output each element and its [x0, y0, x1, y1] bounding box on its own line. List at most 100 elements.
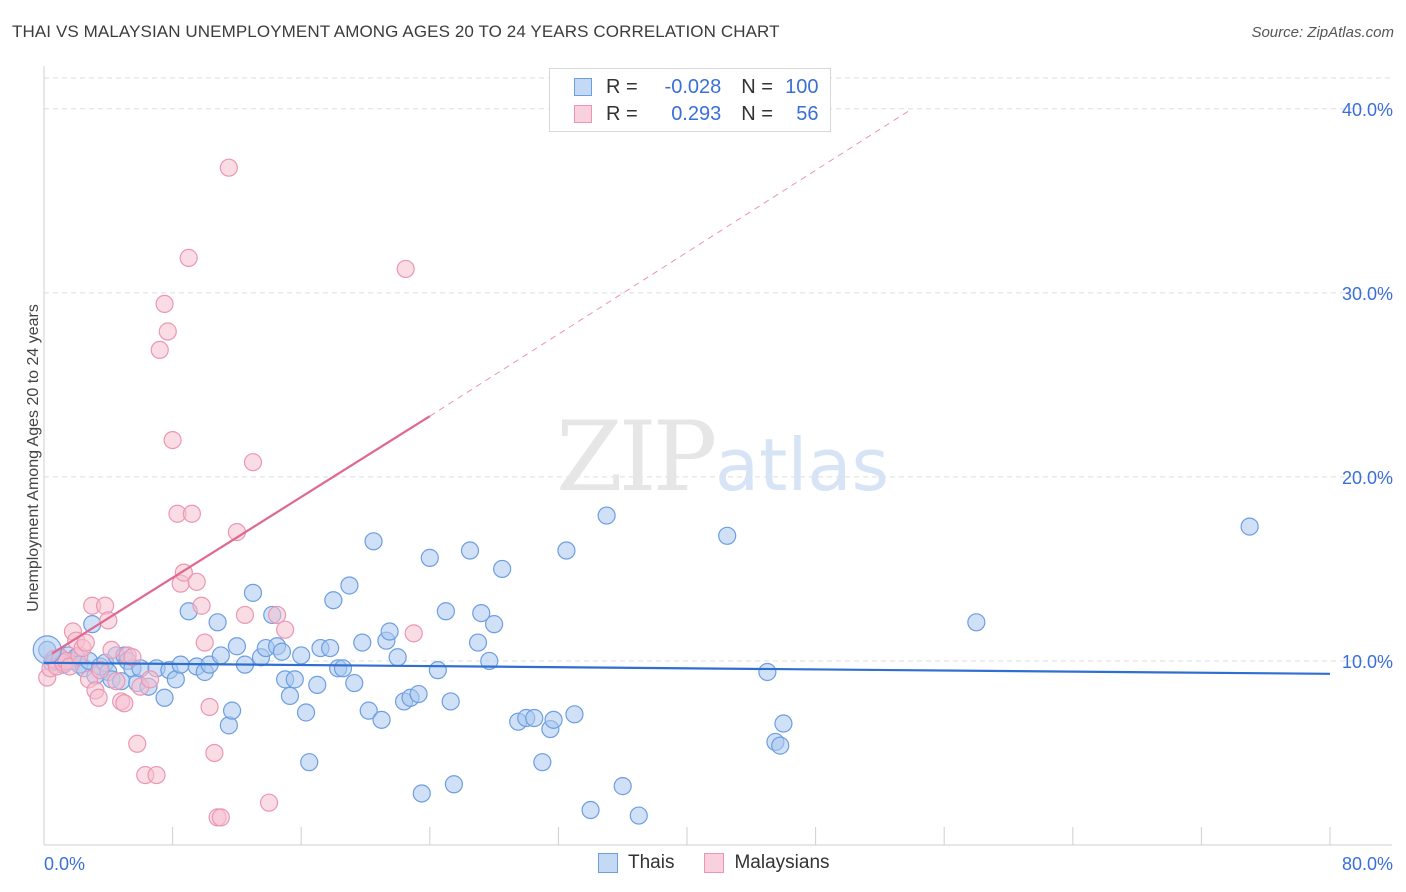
malaysians-trend-extension: [429, 108, 913, 417]
malaysians-point: [219, 158, 238, 177]
malaysians-point: [259, 793, 279, 812]
malaysians-point: [155, 294, 174, 313]
thais-point: [485, 615, 504, 634]
thais-point: [533, 753, 552, 772]
legend-r-label: R =: [606, 75, 638, 98]
thais-point: [227, 637, 246, 656]
axes: [43, 66, 1392, 846]
thais-point: [324, 591, 343, 610]
malaysians-point: [163, 430, 182, 450]
malaysians-point: [89, 688, 108, 707]
malaysians-point: [179, 248, 198, 267]
thais-point: [525, 708, 544, 728]
thais-point: [493, 559, 512, 579]
watermark: ZIP atlas: [556, 401, 889, 513]
legend-swatch-malaysians: [574, 105, 592, 123]
thais-point: [208, 613, 227, 632]
data-points: [32, 158, 1259, 827]
thais-point: [364, 532, 383, 551]
malaysians-point: [404, 624, 423, 643]
thais-point: [388, 648, 407, 667]
thais-point: [409, 684, 428, 704]
malaysians-point: [192, 596, 211, 615]
thais-point: [333, 659, 353, 678]
thais-point: [292, 646, 311, 665]
thais-point: [629, 806, 648, 825]
thais-point: [219, 716, 238, 735]
legend-swatch-thais: [598, 853, 618, 873]
thais-point: [581, 800, 600, 820]
y-tick-label: 10.0%: [1342, 652, 1393, 672]
malaysians-point: [187, 572, 206, 591]
grid-lines: [44, 77, 1392, 662]
legend-swatch-malaysians: [704, 853, 725, 873]
malaysians-point: [123, 648, 142, 667]
thais-point: [243, 583, 263, 602]
thais-point: [441, 692, 460, 711]
legend-r-value: -0.028: [664, 75, 722, 98]
legend-n-label: N =: [741, 102, 773, 125]
tick-labels: 10.0% 20.0% 30.0% 40.0% 0.0% 80.0%: [44, 100, 1393, 874]
malaysians-trend-line: [51, 415, 431, 655]
y-axis-label: Unemployment Among Ages 20 to 24 years: [25, 304, 42, 612]
legend-n-value: 100: [785, 75, 819, 98]
legend-item-thais[interactable]: Thais: [598, 852, 674, 874]
thais-point: [428, 661, 447, 680]
thais-point: [468, 633, 488, 652]
thais-point: [758, 662, 777, 682]
legend-item-malaysians[interactable]: Malaysians: [704, 852, 830, 874]
thais-point: [1240, 517, 1259, 536]
malaysians-point: [140, 670, 160, 689]
malaysians-point: [95, 596, 115, 615]
malaysians-point: [211, 808, 230, 827]
thais-point: [353, 633, 372, 652]
source-credit: Source: ZipAtlas.com: [1251, 24, 1394, 41]
thais-point: [565, 705, 584, 724]
thais-point: [480, 651, 499, 671]
malaysians-point: [107, 672, 126, 691]
thais-point: [296, 703, 316, 722]
bottom-legend: Thais Malaysians: [598, 852, 860, 874]
malaysians-point: [150, 340, 169, 360]
watermark-zip: ZIP: [556, 401, 715, 513]
thais-point: [472, 603, 491, 623]
malaysians-point: [128, 734, 147, 753]
legend-swatch-thais: [574, 78, 592, 96]
trend-lines: [43, 108, 1331, 675]
thais-point: [272, 642, 292, 661]
malaysians-point: [102, 640, 121, 660]
thais-point: [345, 673, 364, 693]
thais-point: [613, 777, 632, 796]
thais-point: [372, 710, 391, 729]
malaysians-point: [396, 259, 415, 279]
thais-point: [444, 775, 464, 794]
malaysians-point: [195, 633, 214, 652]
thais-point: [557, 541, 576, 560]
thais-point: [308, 675, 327, 694]
malaysians-point: [205, 743, 224, 763]
legend-r-value: 0.293: [671, 102, 722, 125]
malaysians-point: [200, 697, 219, 717]
thais-point: [436, 602, 455, 621]
malaysians-point: [158, 322, 177, 341]
thais-point: [544, 710, 563, 729]
thais-point: [340, 576, 359, 595]
thais-point: [285, 670, 304, 689]
thais-point: [155, 688, 174, 707]
malaysians-point: [147, 765, 166, 785]
legend-row-malaysians: R = 0.293 N = 56: [574, 102, 819, 126]
thais-point: [380, 622, 399, 641]
malaysians-point: [243, 453, 263, 472]
thais-point: [460, 541, 480, 560]
thais-point: [774, 714, 793, 733]
malaysians-point: [91, 661, 110, 680]
thais-point: [420, 548, 439, 567]
x-tick-label: 0.0%: [44, 854, 85, 874]
thais-point: [222, 701, 242, 720]
thais-point: [300, 753, 319, 772]
legend-label-malaysians: Malaysians: [734, 852, 830, 873]
y-tick-label: 20.0%: [1342, 468, 1393, 488]
legend-r-label: R =: [606, 102, 638, 125]
thais-point: [211, 646, 230, 665]
malaysians-point: [276, 620, 295, 639]
